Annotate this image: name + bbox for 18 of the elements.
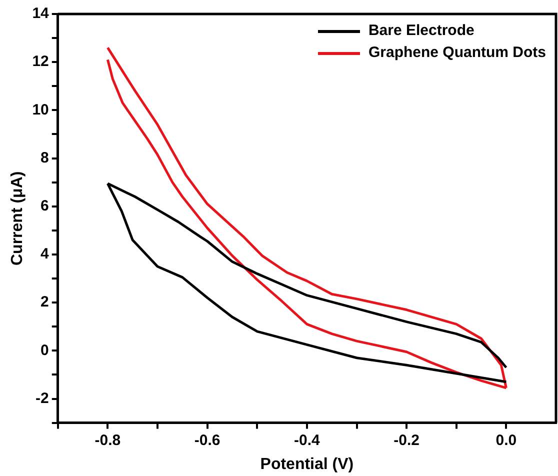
legend-label: Bare Electrode bbox=[368, 21, 474, 41]
y-tick-label: 10 bbox=[32, 101, 49, 118]
y-axis-title: Current (μA) bbox=[9, 171, 26, 266]
y-tick-label: 12 bbox=[32, 53, 49, 70]
x-tick-label: -0.6 bbox=[194, 432, 220, 449]
x-axis-title: Potential (V) bbox=[260, 456, 354, 473]
y-tick-label: 4 bbox=[40, 246, 50, 263]
y-tick-label: 0 bbox=[40, 342, 49, 359]
y-tick-label: 2 bbox=[40, 294, 49, 311]
y-tick-label: 8 bbox=[40, 149, 49, 166]
y-tick-label: 6 bbox=[40, 198, 49, 215]
x-tick-label: 0.0 bbox=[496, 432, 517, 449]
y-tick-label: -2 bbox=[36, 390, 49, 407]
x-tick-label: -0.8 bbox=[94, 432, 121, 449]
x-tick-label: -0.4 bbox=[294, 432, 321, 449]
legend-label: Graphene Quantum Dots bbox=[368, 43, 546, 63]
x-tick-label: -0.2 bbox=[394, 432, 420, 449]
y-tick-label: 14 bbox=[32, 5, 50, 22]
